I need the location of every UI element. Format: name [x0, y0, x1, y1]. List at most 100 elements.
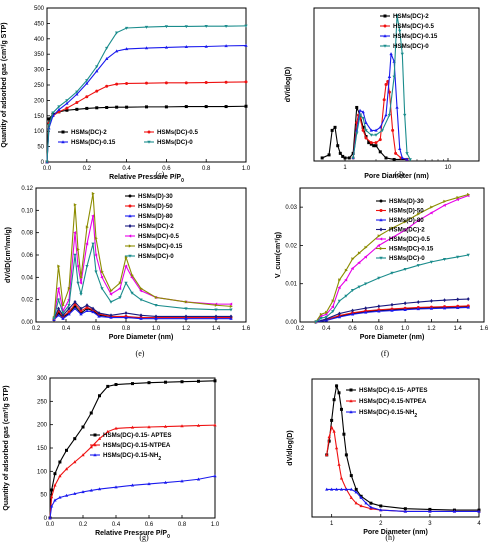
- data-point: [95, 69, 99, 73]
- data-point: [204, 81, 208, 85]
- data-point: [145, 81, 148, 85]
- data-point: [379, 227, 383, 232]
- y-tick-label: 0.02: [21, 298, 33, 304]
- data-point: [214, 308, 218, 312]
- data-point: [384, 156, 388, 160]
- data-point: [429, 306, 434, 310]
- data-point: [184, 105, 188, 109]
- series-line: [352, 53, 408, 160]
- data-point: [67, 312, 71, 316]
- data-point: [57, 105, 61, 109]
- data-point: [387, 113, 392, 117]
- series-5: [52, 191, 233, 320]
- data-point: [330, 418, 334, 422]
- data-point: [390, 308, 394, 312]
- data-point: [378, 138, 382, 142]
- data-point: [164, 105, 168, 109]
- data-point: [357, 285, 361, 289]
- data-point: [47, 117, 51, 121]
- data-point: [334, 487, 339, 491]
- data-point: [95, 65, 99, 69]
- data-point: [163, 480, 168, 484]
- data-point: [377, 276, 381, 280]
- y-tick-label: 50: [37, 145, 44, 151]
- data-point: [67, 310, 71, 314]
- data-point: [109, 289, 113, 293]
- data-point: [395, 14, 399, 18]
- legend-item: HSMs(D)-30: [125, 193, 173, 200]
- x-tick-label: 3: [428, 521, 432, 527]
- legend-label: HSMs(DC)-0: [393, 43, 429, 50]
- legend-label: HSMs(DC)-0: [138, 253, 174, 260]
- data-point: [331, 310, 335, 314]
- data-point: [349, 474, 353, 478]
- series-3: [45, 24, 248, 164]
- data-point: [48, 516, 52, 520]
- data-point: [417, 212, 421, 216]
- legend-item: HSMs(DC)-0.15- APTES: [346, 387, 428, 394]
- x-tick-label: 0.4: [322, 326, 331, 332]
- data-point: [361, 116, 365, 120]
- y-axis-title: dV/dD(cm³/nm/g): [5, 227, 12, 283]
- data-point: [100, 287, 104, 291]
- y-axis-title: V_cum(cm³/g): [275, 232, 282, 278]
- data-point: [124, 47, 129, 51]
- series-line: [326, 383, 479, 511]
- data-point: [400, 156, 404, 160]
- data-point: [47, 123, 51, 127]
- legend-item: HSMs(DC)-0: [125, 253, 174, 260]
- data-point: [45, 160, 49, 164]
- data-point: [351, 308, 355, 313]
- series-line: [321, 107, 408, 161]
- data-point: [61, 140, 65, 144]
- data-point: [144, 25, 149, 29]
- legend-item: HSMs(DC)-0.5: [376, 236, 430, 243]
- data-point: [351, 156, 355, 160]
- data-point: [361, 125, 365, 129]
- x-axis-ticks: 0.0 0.2 0.4 0.6 0.8 1.0: [43, 159, 251, 172]
- legend-label: HSMs(DC)-2: [138, 223, 174, 230]
- legend-label: HSMs(DC)-0.5: [157, 129, 198, 136]
- data-point: [429, 211, 433, 215]
- x-axis-title: Pore Diameter (nm): [360, 334, 425, 341]
- data-point: [76, 247, 80, 252]
- data-point: [85, 305, 89, 309]
- data-point: [125, 105, 129, 109]
- data-point: [95, 106, 99, 110]
- data-point: [357, 251, 361, 255]
- data-point: [85, 242, 89, 246]
- data-point: [442, 203, 446, 207]
- data-point: [147, 140, 151, 144]
- data-point: [387, 75, 392, 79]
- legend-label: HSMs(DC)-0.15: [389, 246, 434, 253]
- y-axis-ticks: 0 50 100 150 200 250 300 350 400 450 500: [34, 6, 50, 166]
- y-tick-label: 250: [34, 83, 45, 89]
- data-point: [363, 255, 367, 259]
- data-point: [93, 453, 97, 457]
- data-point: [164, 81, 168, 85]
- x-tick-label: 0.0: [43, 166, 52, 172]
- data-point: [341, 154, 345, 158]
- data-point: [184, 307, 188, 311]
- x-tick-label: 0.6: [145, 522, 154, 528]
- x-tick-label: 1: [330, 521, 334, 527]
- data-point: [416, 264, 420, 268]
- data-point: [124, 281, 128, 285]
- data-point: [364, 129, 368, 133]
- panel-label: (e): [136, 349, 145, 358]
- data-point: [379, 209, 383, 212]
- data-point: [332, 429, 336, 433]
- panel-label: (c): [156, 170, 165, 179]
- y-tick-label: 250: [37, 399, 48, 405]
- data-point: [379, 246, 383, 251]
- data-point: [204, 105, 208, 109]
- data-point: [204, 24, 208, 28]
- data-point: [359, 504, 363, 508]
- x-tick-label: 0.4: [62, 326, 71, 332]
- panel-label: (h): [385, 533, 395, 542]
- data-point: [53, 472, 57, 476]
- data-point: [85, 309, 89, 313]
- x-tick-label: 1.2: [427, 326, 436, 332]
- panel-g: 0.0 0.2 0.4 0.6 0.8 1.0 0 50 100 150 200 250 300 Rela…: [3, 376, 220, 542]
- data-point: [416, 307, 420, 311]
